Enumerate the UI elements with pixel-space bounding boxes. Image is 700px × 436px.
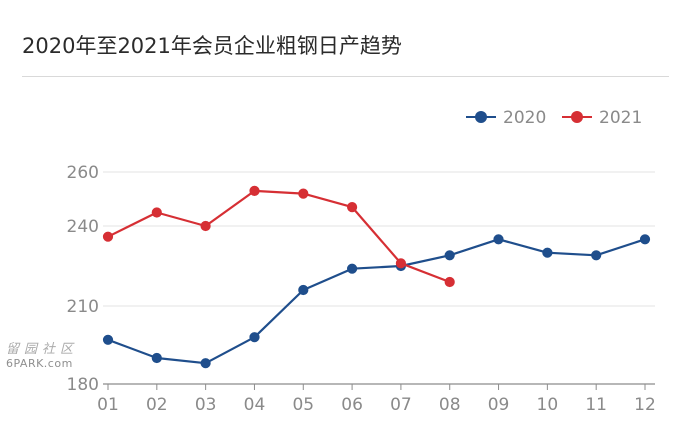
- data-point-2021[interactable]: [444, 276, 455, 288]
- x-tick-label: 01: [97, 395, 119, 415]
- series-line-2020: [106, 238, 647, 365]
- data-point-2021[interactable]: [298, 188, 309, 199]
- data-point-2020[interactable]: [542, 247, 553, 258]
- data-point-2020[interactable]: [347, 263, 358, 274]
- y-tick-label: 210: [67, 297, 99, 317]
- data-point-2021[interactable]: [347, 202, 358, 213]
- x-tick-label: 12: [634, 395, 656, 415]
- data-point-2020[interactable]: [298, 284, 309, 296]
- data-point-2020[interactable]: [102, 334, 114, 345]
- grid-lines: [103, 171, 655, 307]
- x-tick-label: 09: [488, 395, 510, 415]
- data-point-2020[interactable]: [200, 358, 211, 369]
- series: [102, 185, 651, 369]
- x-tick-label: 10: [537, 395, 559, 415]
- chart-title: 2020年至2021年会员企业粗钢日产趋势: [22, 34, 402, 58]
- legend: 2020 2021: [466, 108, 642, 128]
- data-point-2020[interactable]: [249, 332, 260, 343]
- data-point-2020[interactable]: [444, 250, 455, 261]
- x-tick-label: 03: [195, 395, 217, 415]
- x-tick-label: 02: [146, 395, 168, 415]
- series-2020: [102, 234, 651, 369]
- x-tick-label: 04: [244, 395, 266, 415]
- watermark-site-name: 留园社区: [6, 342, 79, 357]
- data-point-2020[interactable]: [151, 352, 162, 364]
- data-point-2020[interactable]: [493, 234, 504, 245]
- legend-item-2021[interactable]: 2021: [562, 108, 642, 128]
- y-tick-label: 180: [67, 375, 99, 395]
- x-tick-label: 07: [390, 395, 412, 415]
- legend-label: 2020: [503, 108, 546, 128]
- x-tick-label: 08: [439, 395, 461, 415]
- legend-label: 2021: [599, 108, 642, 128]
- watermark: 留园社区 6PARK.com: [6, 338, 102, 370]
- x-tick-label: 05: [292, 395, 314, 415]
- x-tick-label: 06: [341, 395, 363, 415]
- series-line-2021: [106, 189, 451, 284]
- data-point-2020[interactable]: [591, 250, 602, 261]
- legend-marker: [571, 111, 583, 123]
- data-point-2020[interactable]: [639, 234, 651, 245]
- data-point-2021[interactable]: [395, 258, 406, 269]
- legend-marker: [475, 111, 487, 123]
- y-tick-label: 260: [67, 163, 99, 183]
- y-tick-label: 240: [67, 217, 99, 237]
- legend-item-2020[interactable]: 2020: [466, 108, 546, 128]
- data-point-2021[interactable]: [249, 185, 260, 196]
- series-2021: [102, 185, 455, 288]
- x-tick-label: 11: [585, 395, 607, 415]
- watermark-site-url: 6PARK.com: [6, 357, 73, 370]
- data-point-2021[interactable]: [151, 207, 162, 218]
- title-divider: [22, 76, 669, 77]
- data-point-2021[interactable]: [200, 220, 211, 232]
- data-point-2021[interactable]: [102, 231, 114, 242]
